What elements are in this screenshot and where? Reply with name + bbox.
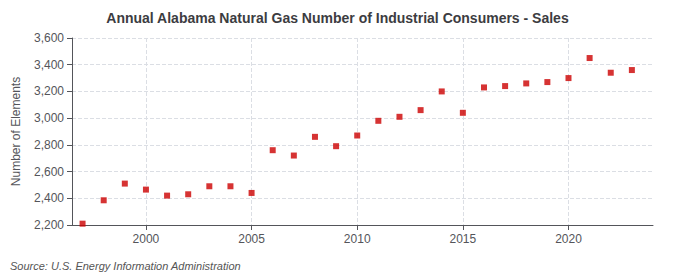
svg-text:3,400: 3,400	[34, 58, 64, 72]
svg-text:Annual Alabama Natural Gas Num: Annual Alabama Natural Gas Number of Ind…	[106, 10, 569, 26]
svg-text:3,000: 3,000	[34, 111, 64, 125]
svg-text:Source: U.S. Energy Informatio: Source: U.S. Energy Information Administ…	[10, 260, 241, 272]
svg-text:2,400: 2,400	[34, 191, 64, 205]
svg-text:2005: 2005	[238, 232, 265, 246]
svg-text:2020: 2020	[555, 232, 582, 246]
svg-text:2,600: 2,600	[34, 165, 64, 179]
svg-text:3,600: 3,600	[34, 31, 64, 45]
svg-text:2015: 2015	[450, 232, 477, 246]
svg-text:2,200: 2,200	[34, 218, 64, 232]
svg-text:3,200: 3,200	[34, 84, 64, 98]
svg-text:2,800: 2,800	[34, 138, 64, 152]
svg-text:2000: 2000	[133, 232, 160, 246]
svg-text:Number of Elements: Number of Elements	[9, 77, 23, 186]
svg-text:2010: 2010	[344, 232, 371, 246]
